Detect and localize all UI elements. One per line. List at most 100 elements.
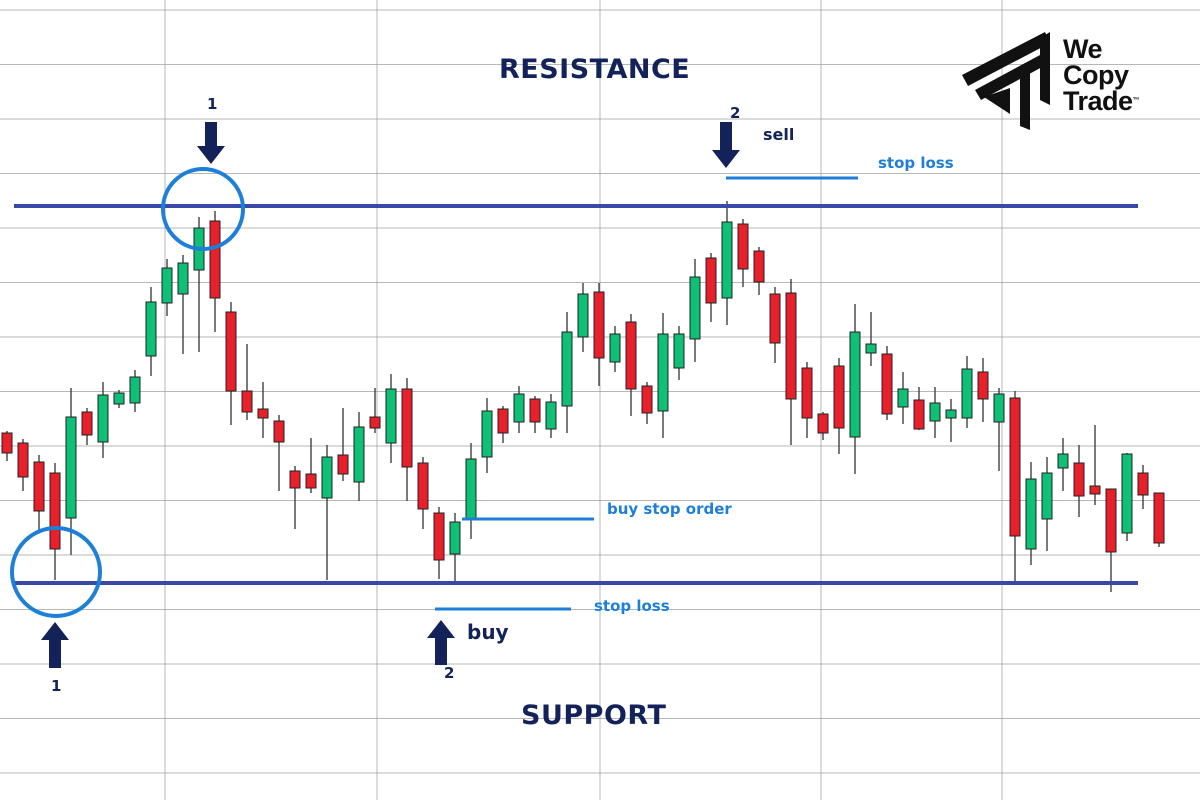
bearish-candle xyxy=(1137,465,1149,509)
candle-body xyxy=(1089,485,1101,495)
buy-number: 2 xyxy=(444,664,455,682)
bearish-candle xyxy=(1009,391,1021,581)
bearish-candle xyxy=(369,388,381,433)
bearish-candle xyxy=(225,302,237,425)
bullish-candle xyxy=(145,287,157,376)
candle-body xyxy=(417,462,429,510)
bullish-candle xyxy=(993,388,1005,471)
bearish-candle xyxy=(49,463,61,580)
bullish-candle xyxy=(865,312,877,366)
candle-body xyxy=(305,473,317,489)
candle-body xyxy=(657,333,669,412)
bearish-candle xyxy=(1073,445,1085,517)
buy-stop-order-label: buy stop order xyxy=(607,500,732,518)
bearish-candle xyxy=(337,408,349,481)
support-touch-circle xyxy=(10,526,102,618)
candle-body xyxy=(977,371,989,400)
bullish-candle xyxy=(1057,438,1069,491)
bearish-candle xyxy=(1089,425,1101,505)
candle-body xyxy=(705,257,717,304)
candle-body xyxy=(1121,453,1133,534)
candle-body xyxy=(513,393,525,423)
bullish-candle xyxy=(513,386,525,433)
bearish-candle xyxy=(913,387,925,430)
candle-body xyxy=(577,293,589,338)
candle-body xyxy=(897,388,909,408)
candle-body xyxy=(369,416,381,429)
candle-body xyxy=(929,402,941,422)
candle-body xyxy=(641,385,653,414)
bearish-candle xyxy=(33,455,45,532)
support-label: SUPPORT xyxy=(521,700,667,731)
resistance-label: RESISTANCE xyxy=(499,54,691,85)
candle-body xyxy=(97,394,109,443)
bearish-candle xyxy=(1105,488,1117,592)
arrow-down-icon xyxy=(712,122,740,168)
sell-stop-loss-label: stop loss xyxy=(878,154,954,172)
candle-body xyxy=(81,411,93,436)
bullish-candle xyxy=(449,513,461,581)
candle-body xyxy=(609,333,621,363)
annotation-marks xyxy=(10,122,740,668)
bullish-candle xyxy=(577,283,589,352)
bearish-candle xyxy=(241,344,253,420)
candle-body xyxy=(289,470,301,489)
bearish-candle xyxy=(529,396,541,433)
candle-body xyxy=(209,220,221,299)
bullish-candle xyxy=(385,374,397,463)
candle-body xyxy=(625,321,637,390)
sell-number: 2 xyxy=(730,104,741,122)
bearish-candle xyxy=(433,507,445,579)
candle-body xyxy=(1153,492,1165,544)
candle-body xyxy=(145,301,157,357)
bullish-candle xyxy=(1041,457,1053,551)
bullish-candle xyxy=(321,445,333,580)
bearish-candle xyxy=(81,408,93,445)
candle-body xyxy=(721,221,733,299)
bullish-candle xyxy=(129,370,141,412)
candle-body xyxy=(529,398,541,423)
candle-body xyxy=(353,426,365,483)
bearish-candle xyxy=(497,406,509,443)
arrow-up-icon xyxy=(427,620,455,665)
bullish-candle xyxy=(689,259,701,362)
bullish-candle xyxy=(849,304,861,474)
candle-body xyxy=(801,367,813,419)
bullish-candle xyxy=(929,387,941,438)
bullish-candle xyxy=(673,326,685,380)
bearish-candle xyxy=(785,279,797,445)
candle-body xyxy=(769,293,781,344)
candle-body xyxy=(945,409,957,419)
bearish-candle xyxy=(257,382,269,438)
candle-body xyxy=(1137,472,1149,496)
candle-body xyxy=(785,292,797,400)
bearish-candle xyxy=(977,358,989,422)
logo-line-3-text: Trade xyxy=(1063,86,1133,116)
bullish-candle xyxy=(465,443,477,539)
candle-body xyxy=(737,223,749,270)
buy-stop-loss-label: stop loss xyxy=(594,597,670,615)
logo-line-3: Trade™ xyxy=(1063,86,1140,116)
bearish-candle xyxy=(881,346,893,420)
bearish-candle xyxy=(737,219,749,287)
candle-body xyxy=(1041,472,1053,520)
candle-body xyxy=(1025,478,1037,550)
bearish-candle xyxy=(289,466,301,529)
top-touch-number: 1 xyxy=(207,95,218,113)
bearish-candle xyxy=(801,362,813,438)
bullish-candle xyxy=(1025,462,1037,565)
logo-line-1: We xyxy=(1063,34,1103,64)
candle-body xyxy=(161,267,173,304)
candle-body xyxy=(1057,453,1069,469)
candle-body xyxy=(913,399,925,430)
candle-body xyxy=(385,388,397,444)
candle-body xyxy=(833,365,845,429)
bearish-candle xyxy=(1,431,13,461)
bullish-candle xyxy=(961,356,973,428)
bullish-candle xyxy=(97,382,109,458)
bullish-candle xyxy=(113,390,125,408)
candle-body xyxy=(817,413,829,434)
candle-body xyxy=(561,331,573,407)
